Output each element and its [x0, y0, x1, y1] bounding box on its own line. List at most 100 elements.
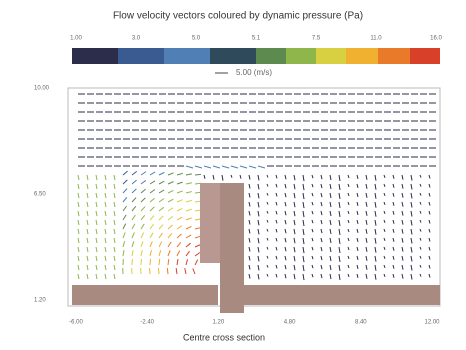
vector	[429, 274, 430, 278]
vector	[285, 211, 286, 215]
vector	[159, 216, 163, 220]
colorbar	[72, 48, 440, 64]
vector	[177, 259, 178, 265]
vector	[267, 274, 268, 277]
vector	[249, 238, 250, 243]
vector	[384, 202, 385, 205]
vector	[276, 256, 277, 259]
vector	[312, 202, 313, 205]
vector	[420, 247, 421, 250]
vector	[186, 218, 192, 220]
vector	[87, 202, 88, 207]
vector	[240, 166, 247, 168]
vector	[105, 202, 106, 207]
vector	[249, 247, 250, 252]
vector	[285, 220, 286, 224]
vector	[429, 265, 430, 269]
vector	[366, 238, 367, 243]
vector	[231, 175, 232, 178]
vector	[105, 220, 106, 225]
vector	[393, 265, 394, 269]
vector	[393, 211, 394, 215]
vector	[357, 247, 358, 251]
vector	[357, 229, 358, 233]
vector	[258, 265, 259, 270]
vector	[402, 202, 403, 207]
vector	[429, 220, 430, 224]
vector	[276, 238, 277, 241]
vector	[348, 238, 349, 241]
vector	[402, 256, 403, 261]
vector	[312, 274, 313, 277]
vector	[384, 247, 385, 250]
vector	[303, 274, 304, 280]
vector	[348, 193, 349, 196]
x-tick-label: 8.40	[355, 320, 367, 326]
vector	[402, 229, 403, 234]
vector	[375, 220, 376, 226]
vector	[159, 250, 161, 256]
vector	[186, 259, 188, 265]
vector	[96, 274, 97, 279]
vector	[411, 256, 412, 262]
vector	[357, 256, 358, 260]
vector	[429, 211, 430, 215]
vector	[123, 250, 124, 256]
vector	[348, 256, 349, 259]
vector	[393, 202, 394, 206]
vector	[222, 166, 229, 168]
vector	[429, 229, 430, 233]
y-tick-label: 10.00	[34, 86, 50, 92]
vector	[150, 181, 155, 184]
vector	[366, 247, 367, 252]
vector	[114, 256, 115, 261]
vector	[222, 175, 223, 181]
vector	[177, 217, 182, 220]
vector	[330, 211, 331, 216]
vector	[276, 193, 277, 196]
vector	[267, 184, 268, 187]
vector	[294, 256, 295, 261]
vector-field	[78, 94, 436, 280]
vector	[330, 238, 331, 243]
vector	[159, 207, 164, 211]
reference-label: 5.00 (m/s)	[236, 68, 272, 77]
vector	[258, 247, 259, 252]
vector	[276, 274, 277, 277]
vector	[258, 220, 259, 225]
vector	[411, 220, 412, 226]
vector	[123, 171, 128, 175]
vector	[168, 182, 174, 184]
vector	[348, 211, 349, 214]
vector	[285, 184, 286, 188]
vector	[258, 256, 259, 261]
vector	[186, 200, 192, 202]
vector	[366, 274, 367, 279]
vector	[249, 202, 250, 207]
vector	[258, 184, 259, 189]
vector	[186, 166, 193, 168]
vector	[87, 274, 88, 279]
vector	[267, 238, 268, 241]
vector	[159, 233, 162, 238]
vector	[393, 175, 394, 179]
vector	[78, 211, 79, 216]
vector	[114, 229, 115, 234]
vector	[402, 220, 403, 225]
vector	[339, 202, 340, 208]
vector	[321, 274, 322, 278]
vector	[195, 236, 201, 238]
vector	[96, 256, 97, 261]
vector	[384, 265, 385, 268]
vector	[402, 211, 403, 216]
vector	[375, 247, 376, 253]
vector	[96, 184, 97, 189]
vector	[429, 202, 430, 206]
vector	[141, 189, 146, 193]
vector	[267, 265, 268, 268]
vector	[339, 211, 340, 217]
vector	[384, 238, 385, 241]
vector	[141, 180, 146, 184]
vector	[375, 211, 376, 217]
vector	[303, 211, 304, 217]
